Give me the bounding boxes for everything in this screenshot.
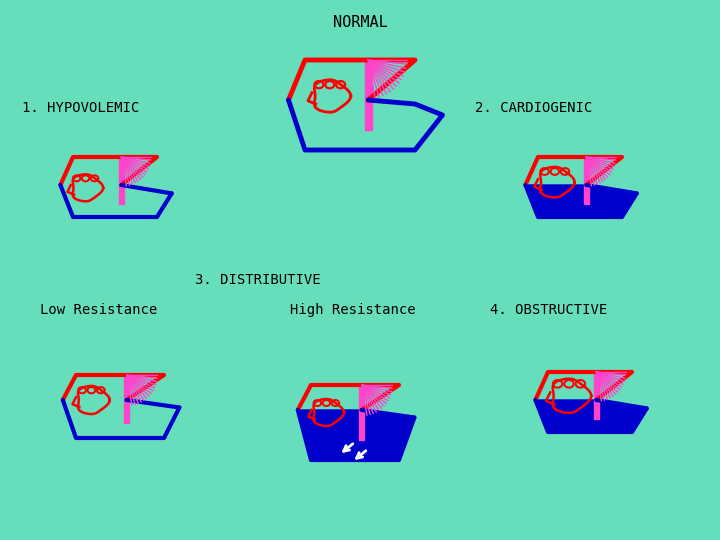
Text: NORMAL: NORMAL xyxy=(333,15,387,30)
Polygon shape xyxy=(298,410,415,460)
Text: 3. DISTRIBUTIVE: 3. DISTRIBUTIVE xyxy=(195,273,320,287)
Text: 4. OBSTRUCTIVE: 4. OBSTRUCTIVE xyxy=(490,303,607,317)
Polygon shape xyxy=(536,400,647,432)
Text: 1. HYPOVOLEMIC: 1. HYPOVOLEMIC xyxy=(22,101,139,115)
Bar xyxy=(594,372,599,419)
Text: 2. CARDIOGENIC: 2. CARDIOGENIC xyxy=(475,101,593,115)
Text: Low Resistance: Low Resistance xyxy=(40,303,157,317)
Bar xyxy=(124,375,130,423)
Bar xyxy=(365,60,372,130)
Bar xyxy=(584,157,589,204)
Polygon shape xyxy=(526,185,636,217)
Bar xyxy=(119,157,124,204)
Text: High Resistance: High Resistance xyxy=(290,303,415,317)
Bar xyxy=(359,385,364,440)
